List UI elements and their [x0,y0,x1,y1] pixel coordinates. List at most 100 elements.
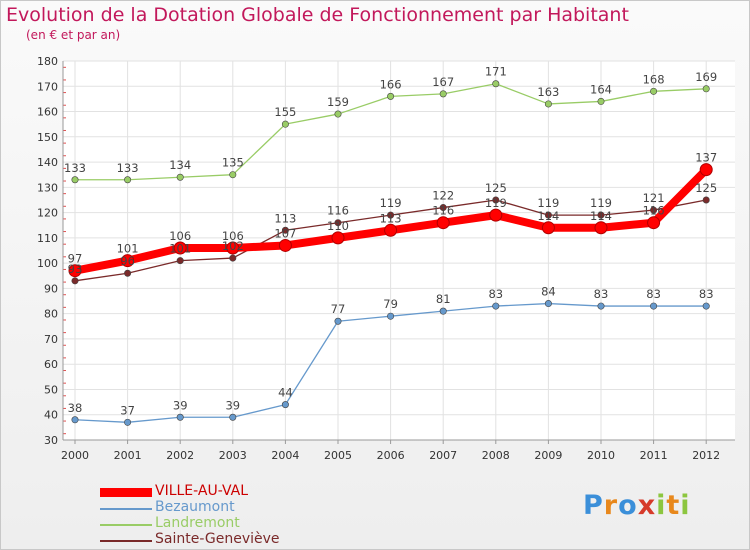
data-label: 119 [537,196,559,210]
data-point [387,312,395,320]
y-tick-label: 60 [44,358,58,371]
data-point [544,100,552,108]
data-point [71,277,79,285]
data-point [331,231,345,245]
y-tick-label: 90 [44,282,58,295]
y-tick-label: 120 [37,207,58,220]
x-tick-label: 2012 [692,449,720,462]
data-label: 37 [120,403,135,417]
legend-swatch-sainte-genevieve [100,540,152,542]
legend-label-sainte-genevieve: Sainte-Geneviève [155,531,280,547]
y-tick-label: 180 [37,55,58,68]
data-point [439,204,447,212]
data-point [334,317,342,325]
data-point [597,97,605,105]
data-label: 39 [173,398,188,412]
logo-letter: t [666,490,681,521]
data-point [387,211,395,219]
proxiti-logo: Proxiti [583,490,691,521]
data-point [702,85,710,93]
x-tick-label: 2011 [640,449,668,462]
data-label: 133 [64,161,86,175]
data-point [173,241,187,255]
data-point [176,257,184,265]
data-label: 113 [274,211,296,225]
data-label: 96 [120,254,135,268]
y-tick-label: 40 [44,409,58,422]
data-point [124,176,132,184]
data-label: 44 [278,386,293,400]
legend-swatch-landremont [100,524,152,526]
data-label: 163 [537,85,559,99]
x-tick-label: 2009 [534,449,562,462]
data-label: 119 [590,196,612,210]
data-point [702,302,710,310]
logo-letter: x [637,490,657,521]
y-tick-label: 170 [37,80,58,93]
data-label: 125 [695,181,717,195]
data-point [489,208,503,222]
data-point [124,418,132,426]
data-label: 167 [432,75,454,89]
data-point [702,196,710,204]
data-label: 77 [331,302,346,316]
data-point [176,413,184,421]
data-label: 101 [169,242,191,256]
data-label: 113 [380,211,402,225]
data-point [650,87,658,95]
data-label: 38 [68,401,83,415]
data-label: 134 [169,158,191,172]
data-label: 83 [699,287,714,301]
data-label: 102 [222,239,244,253]
x-tick-label: 2007 [429,449,457,462]
data-label: 84 [541,285,556,299]
data-label: 116 [643,204,665,218]
data-label: 116 [432,204,454,218]
data-label: 155 [274,105,296,119]
data-point [121,254,135,268]
data-label: 114 [537,209,559,223]
x-tick-label: 2006 [377,449,405,462]
data-label: 159 [327,95,349,109]
data-label: 119 [485,196,507,210]
x-tick-label: 2005 [324,449,352,462]
data-point [597,211,605,219]
chart-title: Evolution de la Dotation Globale de Fonc… [6,4,629,26]
data-label: 135 [222,156,244,170]
x-tick-label: 2004 [271,449,299,462]
data-label: 121 [643,191,665,205]
legend-swatch-bezaumont [100,508,152,510]
x-tick-label: 2001 [114,449,142,462]
data-point [387,92,395,100]
data-point [650,302,658,310]
data-label: 39 [225,398,240,412]
data-label: 122 [432,189,454,203]
x-tick-label: 2008 [482,449,510,462]
data-label: 81 [436,292,451,306]
data-point [439,90,447,98]
data-point [281,226,289,234]
data-point [650,206,658,214]
y-tick-label: 160 [37,106,58,119]
data-label: 93 [68,262,83,276]
data-point [541,221,555,235]
data-label: 166 [380,77,402,91]
legend-label-landremont: Landremont [155,515,240,531]
data-label: 114 [590,209,612,223]
data-point [334,110,342,118]
data-point [229,254,237,262]
data-label: 171 [485,65,507,79]
logo-letter: o [618,490,638,521]
data-point [229,171,237,179]
data-point [278,238,292,252]
data-label: 168 [643,72,665,86]
data-point [384,223,398,237]
y-tick-label: 30 [44,434,58,447]
data-label: 164 [590,82,612,96]
data-label: 97 [68,252,83,266]
data-point [226,241,240,255]
data-point [699,163,713,177]
legend-label-ville-au-val: VILLE-AU-VAL [155,483,249,499]
legend-label-bezaumont: Bezaumont [155,499,235,515]
